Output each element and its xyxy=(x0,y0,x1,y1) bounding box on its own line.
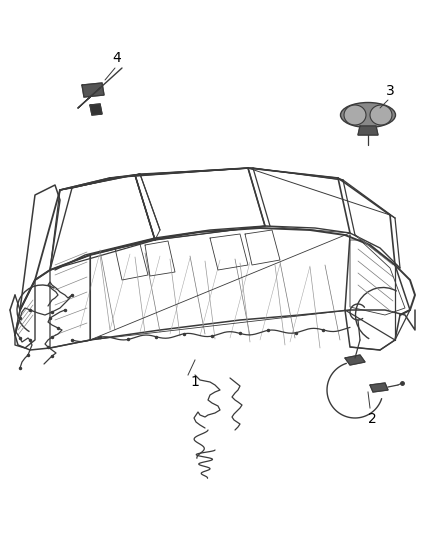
Polygon shape xyxy=(370,383,388,392)
Text: 3: 3 xyxy=(385,84,394,98)
Polygon shape xyxy=(358,126,378,135)
Ellipse shape xyxy=(370,105,392,125)
Text: 1: 1 xyxy=(191,375,199,389)
Polygon shape xyxy=(345,355,365,365)
Polygon shape xyxy=(90,104,102,115)
Ellipse shape xyxy=(344,105,366,125)
Ellipse shape xyxy=(340,102,396,127)
Text: 2: 2 xyxy=(367,412,376,426)
Text: 4: 4 xyxy=(113,51,121,65)
Polygon shape xyxy=(82,83,104,97)
